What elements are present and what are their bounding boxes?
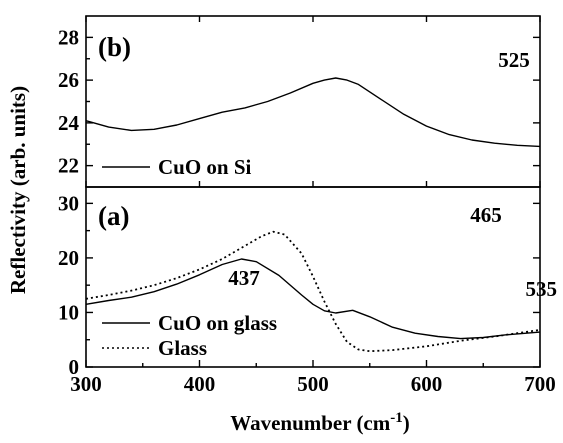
x-tick-label-300: 300 xyxy=(70,372,102,396)
panel-a-y-tick-label-20: 20 xyxy=(58,246,79,270)
x-axis-ticks: 300 400 500 600 700 xyxy=(70,16,556,396)
panel-b-y-tick-label-28: 28 xyxy=(58,25,79,49)
x-axis-label-superscript: -1 xyxy=(390,410,403,426)
panel-a-y-tick-label-0: 0 xyxy=(69,355,80,379)
legend-label-cuo-on-si: CuO on Si xyxy=(158,155,252,179)
panel-a-y-tick-label-10: 10 xyxy=(58,300,79,324)
peak-label-535: 535 xyxy=(526,277,558,301)
panel-a-series xyxy=(85,230,541,353)
panel-a-series-cuo-on-glass xyxy=(85,258,541,340)
panel-b-y-tick-label-26: 26 xyxy=(58,68,79,92)
peak-label-465: 465 xyxy=(470,203,502,227)
x-axis-label-close: ) xyxy=(403,411,410,435)
peak-label-437: 437 xyxy=(228,266,260,290)
y-axis-label: Reflectivity (arb. units) xyxy=(6,86,30,294)
panel-b-series xyxy=(85,77,541,148)
panel-b-y-tick-label-24: 24 xyxy=(58,111,80,135)
legend-label-glass: Glass xyxy=(158,336,207,360)
x-tick-label-600: 600 xyxy=(411,372,443,396)
panel-a-label: (a) xyxy=(98,201,129,231)
x-axis-label: Wavenumber (cm-1) xyxy=(230,410,410,435)
panel-b-y-tick-label-22: 22 xyxy=(58,154,79,178)
panel-a-y-tick-label-30: 30 xyxy=(58,191,79,215)
x-axis-label-main: Wavenumber (cm xyxy=(230,411,391,435)
panel-b-y-ticks: 22 24 26 28 xyxy=(58,25,540,178)
x-tick-label-700: 700 xyxy=(524,372,556,396)
panel-b-label: (b) xyxy=(98,32,131,62)
x-tick-label-400: 400 xyxy=(184,372,216,396)
legend-label-cuo-on-glass: CuO on glass xyxy=(158,311,277,335)
x-tick-label-500: 500 xyxy=(297,372,329,396)
panel-a-series-glass xyxy=(85,230,541,353)
panel-b-series-cuo-on-si xyxy=(85,77,541,148)
panel-b-frame xyxy=(85,15,541,188)
panel-a-y-ticks: 0 10 20 30 xyxy=(58,191,540,379)
peak-label-525: 525 xyxy=(498,48,530,72)
